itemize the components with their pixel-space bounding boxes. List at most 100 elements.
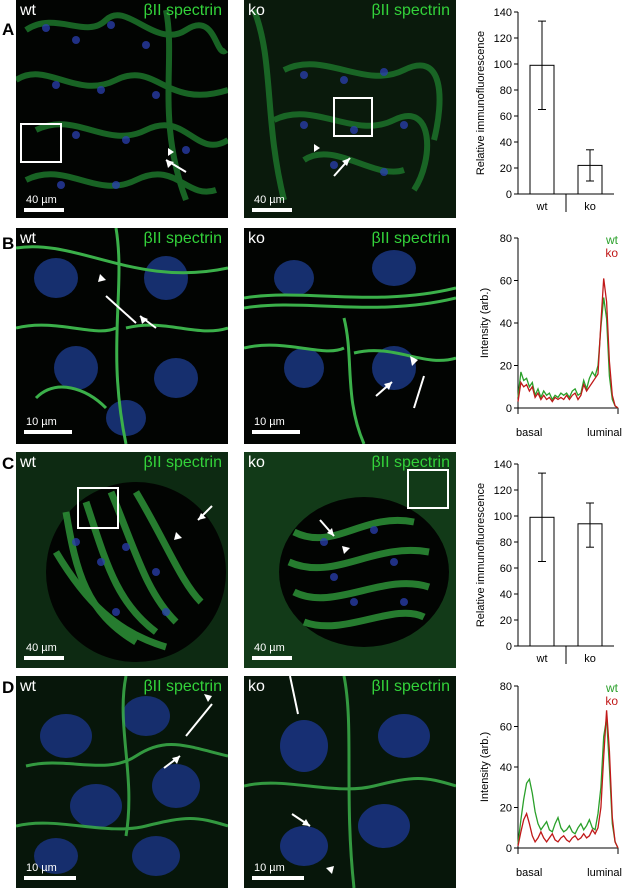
legend-entry: wt: [605, 233, 619, 247]
tissue-texture: [16, 228, 228, 444]
scale-bar: [252, 656, 292, 660]
scale-bar-label: 10 µm: [254, 416, 285, 428]
stain-label: βII spectrin: [371, 678, 450, 695]
scale-bar: [252, 430, 300, 434]
legend-entry: wt: [605, 681, 619, 695]
y-tick-label: 100: [494, 59, 512, 71]
row-c: C wt βII spectrin 40 µm: [0, 452, 624, 674]
y-tick-label: 20: [500, 615, 512, 627]
scale-bar: [24, 430, 72, 434]
row-d: D wt βII spectrin 10 µm: [0, 676, 624, 890]
stain-label: βII spectrin: [143, 454, 222, 471]
genotype-label: wt: [20, 454, 36, 471]
row-b: B wt βII spectrin 10 µm: [0, 228, 624, 450]
bar-chart-a: 0 20 40 60 80 100 120 140 Relative immunofluores…: [475, 7, 614, 213]
y-tick-label: 40: [500, 137, 512, 149]
x-label-end: luminal: [587, 427, 622, 439]
y-tick-label: 60: [500, 111, 512, 123]
scale-bar: [252, 876, 304, 880]
zoom-box: [333, 97, 373, 137]
micrograph-ko: ko βII spectrin 10 µm: [244, 676, 456, 888]
stain-label: βII spectrin: [371, 230, 450, 247]
x-tick-label: ko: [584, 653, 596, 665]
scale-bar-label: 40 µm: [254, 642, 285, 654]
tissue-texture: [16, 452, 228, 668]
y-tick-label: 80: [500, 85, 512, 97]
tissue-texture: [16, 9, 228, 202]
genotype-label: wt: [20, 678, 36, 695]
scale-bar-label: 10 µm: [26, 416, 57, 428]
genotype-label: ko: [248, 678, 265, 695]
genotype-label: ko: [248, 230, 265, 247]
y-tick-label: 0: [506, 641, 512, 653]
scale-bar-label: 10 µm: [26, 862, 57, 874]
panel-label: D: [2, 678, 15, 697]
y-tick-label: 80: [500, 233, 512, 245]
series-line-ko: [517, 710, 619, 849]
y-axis-label: Intensity (arb.): [479, 732, 491, 802]
y-tick-label: 120: [494, 485, 512, 497]
y-tick-label: 60: [500, 276, 512, 288]
series-line-ko: [517, 278, 619, 409]
y-tick-label: 60: [500, 722, 512, 734]
row-a: A wt βII spectrin 40 µm: [0, 0, 624, 222]
micrograph-wt: wt βII spectrin 10 µm: [16, 228, 228, 444]
y-tick-label: 20: [500, 361, 512, 373]
y-tick-label: 40: [500, 589, 512, 601]
scale-bar-label: 10 µm: [254, 862, 285, 874]
y-axis-label: Intensity (arb.): [479, 288, 491, 358]
y-axis-label: Relative immunofluorescence: [475, 31, 487, 175]
tissue-texture: [244, 250, 456, 444]
bar: [577, 523, 603, 647]
micrograph-wt: wt βII spectrin 40 µm: [16, 0, 228, 218]
x-tick-label: wt: [536, 653, 548, 665]
y-tick-label: 140: [494, 459, 512, 471]
y-tick-label: 120: [494, 33, 512, 45]
y-tick-label: 20: [500, 803, 512, 815]
x-tick-label: ko: [584, 201, 596, 213]
zoom-box: [20, 123, 62, 163]
scale-bar-label: 40 µm: [26, 642, 57, 654]
y-tick-label: 40: [500, 318, 512, 330]
stain-label: βII spectrin: [371, 2, 450, 19]
stain-label: βII spectrin: [143, 678, 222, 695]
y-tick-label: 0: [506, 403, 512, 415]
zoom-box: [407, 469, 449, 509]
panel-label: B: [2, 234, 15, 253]
scale-bar: [24, 208, 64, 212]
y-tick-label: 20: [500, 163, 512, 175]
x-tick-label: wt: [536, 201, 548, 213]
y-axis-label: Relative immunofluorescence: [475, 483, 487, 627]
stain-label: βII spectrin: [143, 230, 222, 247]
genotype-label: ko: [248, 2, 265, 19]
series-line-wt: [517, 718, 619, 849]
scale-bar: [252, 208, 292, 212]
micrograph-ko: ko βII spectrin 10 µm: [244, 228, 456, 444]
genotype-label: wt: [20, 2, 36, 19]
panel-label: C: [2, 454, 15, 473]
scale-bar-label: 40 µm: [26, 194, 57, 206]
tissue-texture: [244, 452, 456, 668]
y-tick-label: 0: [506, 189, 512, 201]
scale-bar: [24, 876, 76, 880]
y-tick-label: 100: [494, 511, 512, 523]
y-tick-label: 0: [506, 843, 512, 855]
y-tick-label: 40: [500, 762, 512, 774]
micrograph-ko: ko βII spectrin 40 µm: [244, 452, 456, 668]
y-tick-label: 80: [500, 537, 512, 549]
legend-entry: ko: [605, 694, 618, 708]
bar-chart-c: 0 20 40 60 80 100 120 140 Relative immunofluores…: [475, 459, 614, 665]
micrograph-wt: wt βII spectrin 40 µm: [16, 452, 228, 668]
x-label-start: basal: [516, 427, 542, 439]
legend-entry: ko: [605, 246, 618, 260]
zoom-box: [77, 487, 119, 529]
scale-bar-label: 40 µm: [254, 194, 285, 206]
y-tick-label: 60: [500, 563, 512, 575]
x-label-start: basal: [516, 867, 542, 879]
y-tick-label: 80: [500, 681, 512, 693]
stain-label: βII spectrin: [143, 2, 222, 19]
y-tick-label: 140: [494, 7, 512, 19]
micrograph-wt: wt βII spectrin 10 µm: [16, 676, 228, 888]
